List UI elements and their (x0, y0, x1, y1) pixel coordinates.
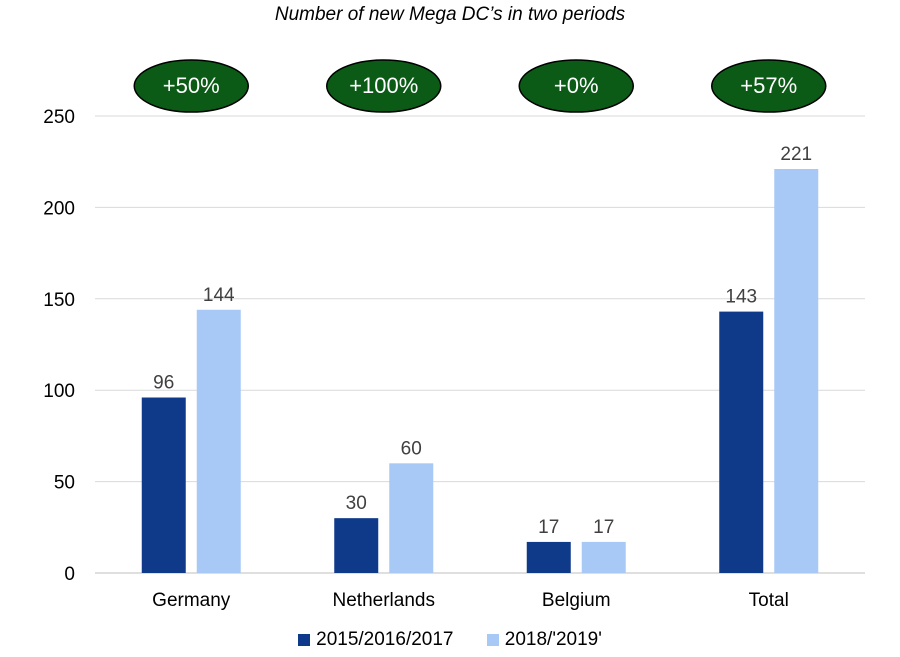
legend-swatch-series-2 (486, 634, 499, 646)
legend-item-series-2: 2018/'2019' (486, 629, 602, 651)
growth-badges: +50% +100% +0% +57% (133, 59, 827, 113)
growth-badge-label-belgium: +0% (554, 73, 599, 98)
bar-total-series-1 (719, 311, 764, 573)
data-label-total-series-2: 221 (780, 144, 812, 165)
y-tick-label-0: 0 (64, 564, 75, 585)
bar-belgium-series-2 (581, 541, 626, 573)
data-label-germany-series-1: 96 (153, 373, 174, 394)
y-tick-label-250: 250 (43, 107, 75, 128)
bar-netherlands-series-1 (334, 518, 379, 573)
bar-germany-series-1 (141, 397, 186, 573)
growth-badge-netherlands: +100% (326, 59, 442, 113)
growth-badge-ellipse-netherlands (326, 59, 442, 113)
legend-label-series-2: 2018/'2019' (504, 629, 602, 650)
bar-netherlands-series-2 (389, 463, 434, 573)
y-tick-label-100: 100 (43, 381, 75, 402)
legend-label-series-1: 2015/2016/2017 (316, 629, 454, 650)
y-tick-label-50: 50 (54, 473, 75, 494)
growth-badge-label-netherlands: +100% (349, 73, 418, 98)
bars (141, 169, 819, 573)
category-labels: Germany Netherlands Belgium Total (152, 590, 789, 611)
data-label-netherlands-series-1: 30 (346, 493, 367, 514)
category-label-germany: Germany (152, 590, 231, 611)
legend: 2015/2016/2017 2018/'2019' (0, 629, 900, 652)
y-axis-ticks: 0 50 100 150 200 250 (43, 107, 75, 585)
data-label-belgium-series-2: 17 (593, 517, 614, 538)
data-label-netherlands-series-2: 60 (401, 438, 422, 459)
data-label-belgium-series-1: 17 (538, 517, 559, 538)
bar-germany-series-2 (196, 309, 241, 573)
chart-title: Number of new Mega DC’s in two periods (274, 4, 626, 25)
legend-item-series-1: 2015/2016/2017 (298, 629, 454, 651)
y-tick-label-150: 150 (43, 290, 75, 311)
growth-badge-label-total: +57% (740, 73, 797, 98)
bar-belgium-series-1 (526, 541, 571, 573)
category-label-belgium: Belgium (542, 590, 611, 611)
data-labels: 96 144 30 60 17 17 143 221 (153, 144, 812, 538)
growth-badge-total: +57% (711, 59, 827, 113)
growth-badge-germany: +50% (133, 59, 249, 113)
data-label-total-series-1: 143 (725, 287, 757, 308)
growth-badge-belgium: +0% (518, 59, 634, 113)
growth-badge-ellipse-germany (133, 59, 249, 113)
bar-total-series-2 (774, 169, 819, 573)
growth-badge-ellipse-belgium (518, 59, 634, 113)
category-label-netherlands: Netherlands (333, 590, 435, 611)
growth-badge-ellipse-total (711, 59, 827, 113)
growth-badge-label-germany: +50% (163, 73, 220, 98)
category-label-total: Total (749, 590, 789, 611)
data-label-germany-series-2: 144 (203, 285, 235, 306)
y-tick-label-200: 200 (43, 198, 75, 219)
legend-swatch-series-1 (298, 634, 311, 646)
